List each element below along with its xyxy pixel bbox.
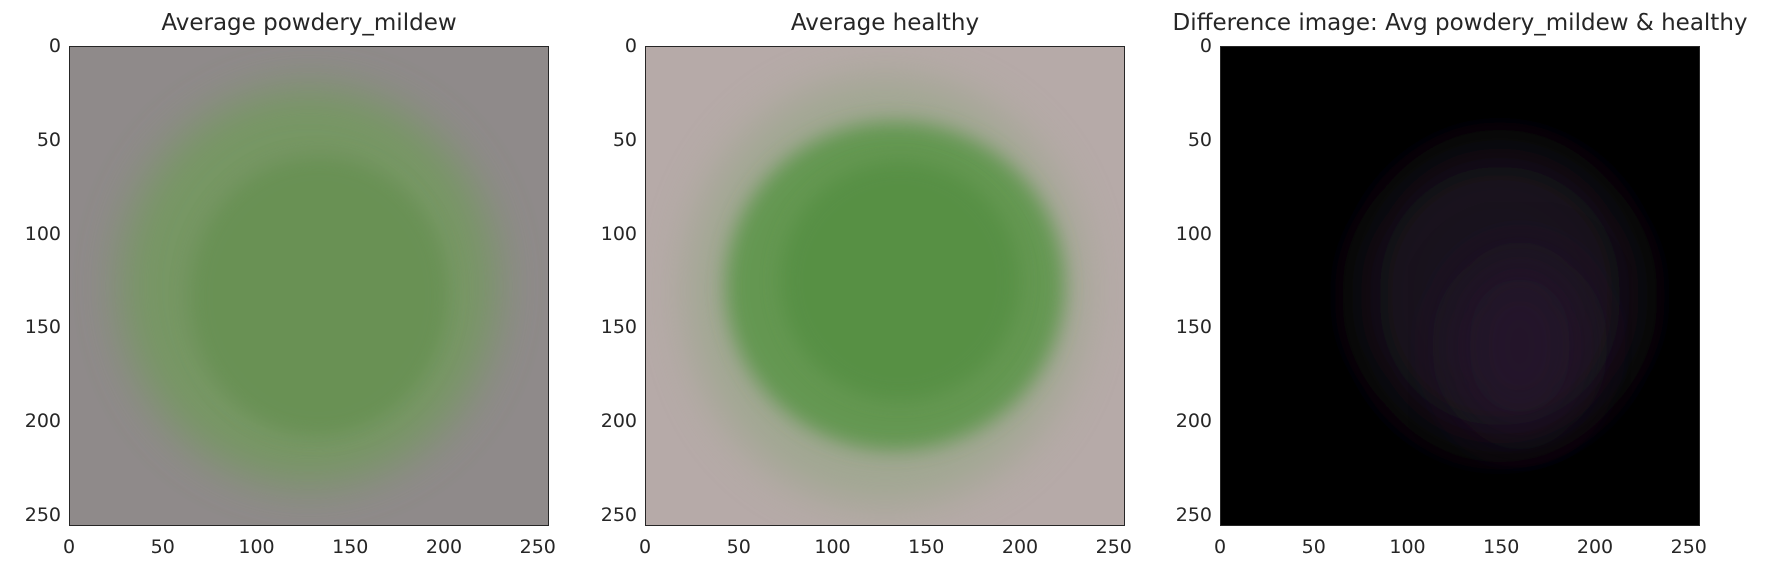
- panel-1-xtick-label: 0: [62, 536, 76, 558]
- panel-2-image-frame: [645, 46, 1125, 526]
- panel-2-xtick-label: 250: [1095, 536, 1132, 558]
- panel-3-xtick-label: 0: [1213, 536, 1227, 558]
- panel-1-xtick-label: 200: [425, 536, 463, 558]
- panel-3-ytick-label: 250: [1175, 503, 1212, 526]
- panel-1-image-frame: [69, 46, 549, 526]
- panel-1-xtick-label: 250: [519, 536, 556, 558]
- panel-1-ytick-label: 250: [24, 503, 61, 526]
- panel-3-xtick-label: 250: [1670, 536, 1707, 558]
- panel-3-ytick-label: 200: [1175, 410, 1212, 432]
- panel-3-ytick-label: 150: [1175, 316, 1212, 339]
- panel-2-ytick-label: 50: [612, 128, 637, 151]
- panel-3-xtick-label: 150: [1483, 536, 1520, 558]
- panel-2-xtick-label: 50: [726, 536, 751, 558]
- panel-1-image: [119, 86, 499, 486]
- panel-3-image: [1360, 146, 1640, 446]
- panel-2-xtick-label: 0: [638, 536, 652, 558]
- panel-1-xtick-label: 150: [332, 536, 369, 558]
- panel-2-xtick-label: 100: [814, 536, 851, 558]
- panel-2-ytick-label: 200: [600, 410, 637, 432]
- panel-3-image-frame: [1220, 46, 1700, 526]
- panel-1-ytick-label: 100: [24, 222, 61, 245]
- panel-2-ytick-label: 0: [624, 35, 637, 57]
- difference-core: [1450, 256, 1590, 436]
- leaf-core: [189, 156, 449, 436]
- panel-3-ytick-label: 0: [1199, 35, 1212, 57]
- panel-1-ytick-label: 50: [36, 128, 61, 151]
- leaf-core: [780, 161, 1020, 401]
- panel-2-image: [685, 76, 1085, 506]
- panel-1-ytick-label: 150: [24, 316, 61, 339]
- panel-2-xtick-label: 200: [1001, 536, 1039, 558]
- panel-3-xtick-label: 100: [1389, 536, 1426, 558]
- panel-2-ytick-label: 250: [600, 503, 637, 526]
- panel-2-ytick-label: 100: [600, 222, 637, 245]
- panel-1-title: Average powdery_mildew: [161, 10, 457, 36]
- panel-2-title: Average healthy: [790, 10, 980, 36]
- panel-1-xtick-label: 100: [238, 536, 275, 558]
- panel-3-xtick-label: 50: [1301, 536, 1326, 558]
- panel-1-ytick-label: 0: [48, 35, 61, 57]
- panel-2-xtick-label: 150: [908, 536, 945, 558]
- panel-3-ytick-label: 100: [1175, 222, 1212, 245]
- panel-1-xtick-label: 50: [150, 536, 175, 558]
- panel-3-xtick-label: 200: [1576, 536, 1614, 558]
- panel-1-ytick-label: 200: [24, 410, 61, 432]
- panel-3-title: Difference image: Avg powdery_mildew & h…: [1172, 10, 1748, 36]
- panel-2-ytick-label: 150: [600, 316, 637, 339]
- panel-3-ytick-label: 50: [1187, 128, 1212, 151]
